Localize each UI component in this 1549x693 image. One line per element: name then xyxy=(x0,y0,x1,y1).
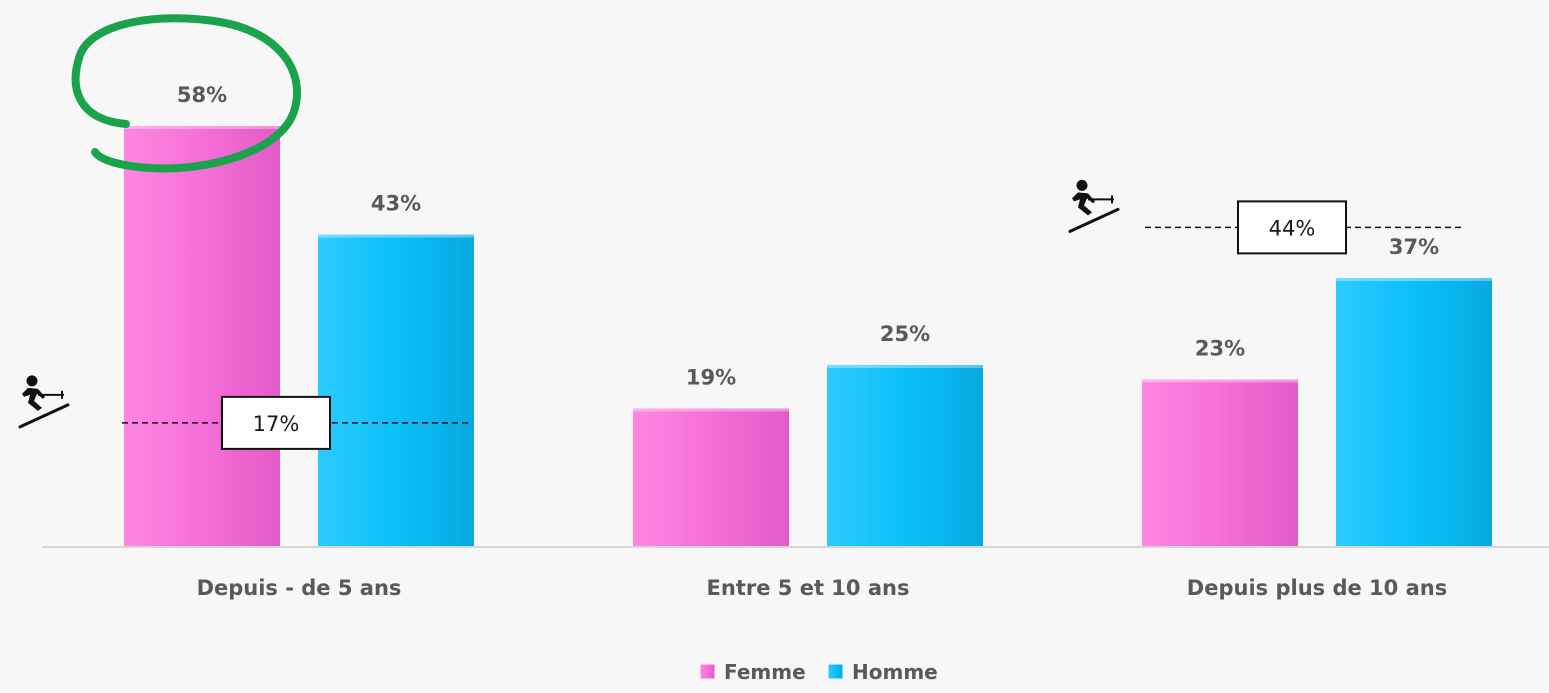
bar-homme-0 xyxy=(318,234,474,546)
bar-homme-1 xyxy=(827,364,983,546)
skier-icon xyxy=(18,375,70,429)
bar-bevel xyxy=(318,234,474,238)
category-label: Entre 5 et 10 ans xyxy=(707,576,910,600)
data-label-homme-2: 37% xyxy=(1389,235,1439,259)
data-label-homme-0: 43% xyxy=(371,192,421,216)
highlight-circle xyxy=(71,14,302,173)
bar-bevel xyxy=(1336,278,1492,282)
bar-femme-0 xyxy=(124,126,280,546)
reference-label: 44% xyxy=(1269,216,1316,240)
reference-label-box xyxy=(221,395,331,450)
reference-label-box xyxy=(1237,200,1347,255)
bar-bevel xyxy=(1142,379,1298,383)
legend-swatch-homme xyxy=(827,663,844,680)
bar-femme-1 xyxy=(633,408,789,546)
data-label-femme-2: 23% xyxy=(1195,336,1245,360)
reference-label: 17% xyxy=(253,412,300,436)
category-label: Depuis - de 5 ans xyxy=(197,576,402,600)
legend-swatch-femme xyxy=(699,663,716,680)
skier-icon xyxy=(1068,179,1120,233)
data-label-femme-1: 19% xyxy=(686,365,736,389)
data-label-homme-1: 25% xyxy=(880,322,930,346)
category-label: Depuis plus de 10 ans xyxy=(1187,576,1447,600)
bar-bevel xyxy=(633,408,789,412)
data-label-femme-0: 58% xyxy=(177,83,227,107)
legend-label-femme: Femme xyxy=(724,660,806,684)
bar-femme-2 xyxy=(1142,379,1298,546)
bar-homme-2 xyxy=(1336,278,1492,546)
bar-bevel xyxy=(124,126,280,129)
bar-bevel xyxy=(827,364,983,368)
legend-label-homme: Homme xyxy=(852,660,938,684)
